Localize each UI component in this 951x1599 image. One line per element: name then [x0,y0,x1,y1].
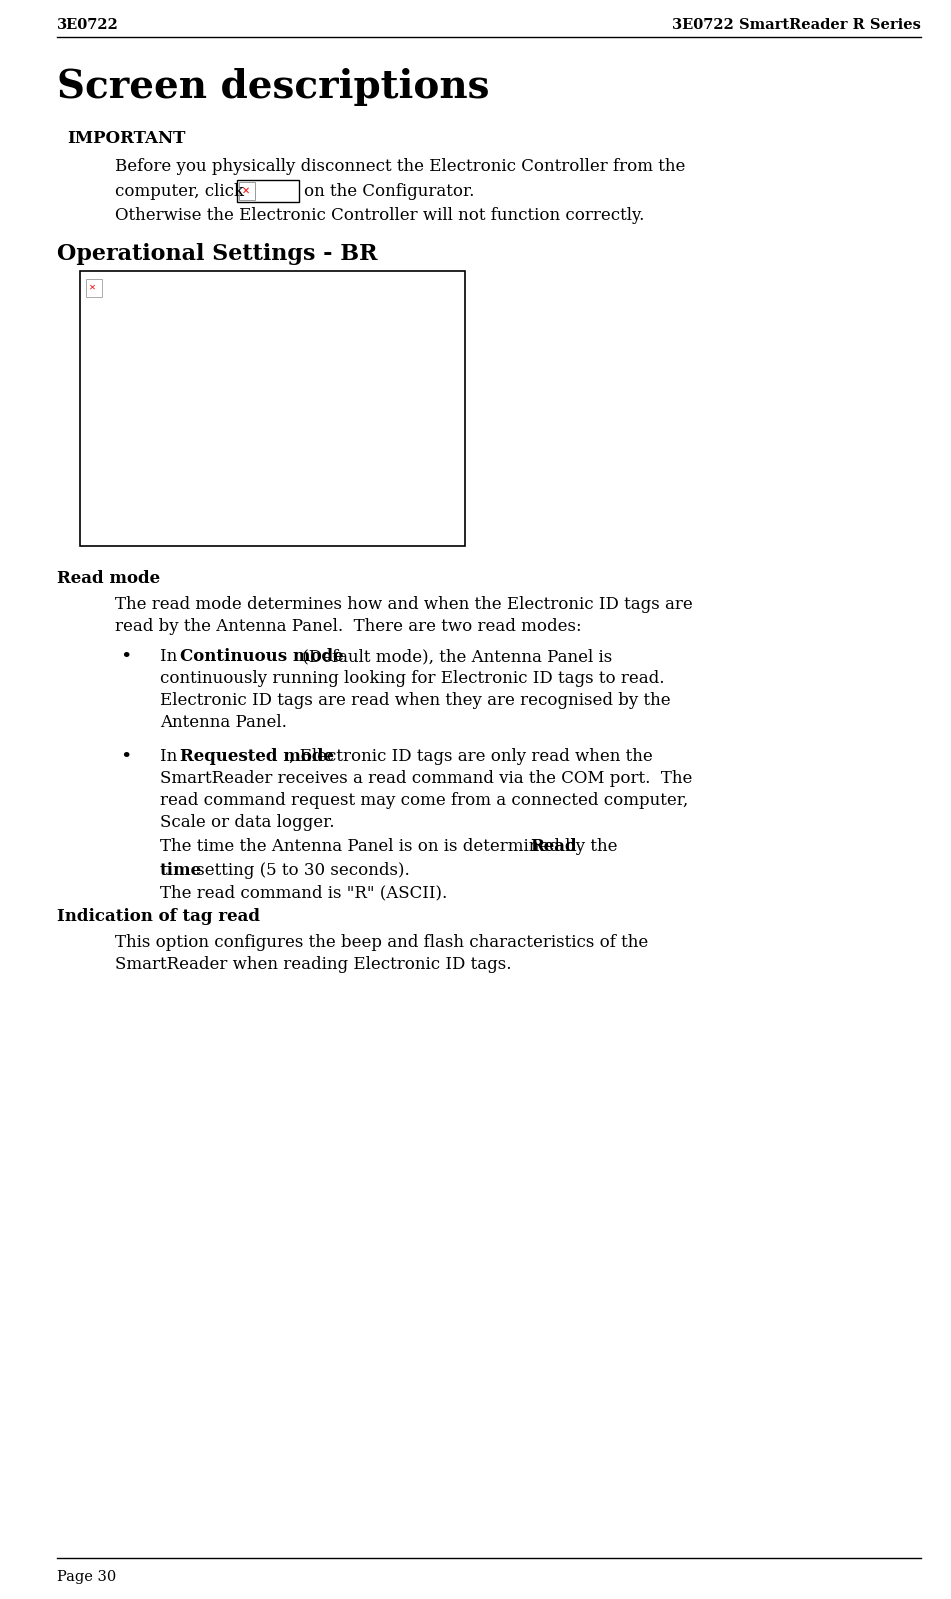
Text: (Default mode), the Antenna Panel is: (Default mode), the Antenna Panel is [297,648,612,665]
Text: This option configures the beep and flash characteristics of the: This option configures the beep and flas… [115,934,649,951]
Text: IMPORTANT: IMPORTANT [67,130,185,147]
Text: Electronic ID tags are read when they are recognised by the: Electronic ID tags are read when they ar… [160,692,670,708]
Bar [239,182,255,200]
Text: Read: Read [530,838,576,855]
Text: Indication of tag read: Indication of tag read [57,908,260,924]
Text: ✕: ✕ [89,283,96,293]
Text: time: time [160,862,203,879]
Text: Requested mode: Requested mode [180,748,334,764]
Text: 3E0722: 3E0722 [57,18,119,32]
Text: Scale or data logger.: Scale or data logger. [160,814,335,831]
Text: computer, click: computer, click [115,182,244,200]
Text: Continuous mode: Continuous mode [180,648,343,665]
Text: The time the Antenna Panel is on is determined by the: The time the Antenna Panel is on is dete… [160,838,623,855]
Text: continuously running looking for Electronic ID tags to read.: continuously running looking for Electro… [160,670,665,688]
Text: In: In [160,648,183,665]
Text: Before you physically disconnect the Electronic Controller from the: Before you physically disconnect the Ele… [115,158,686,174]
Text: on the Configurator.: on the Configurator. [304,182,475,200]
Text: The read mode determines how and when the Electronic ID tags are: The read mode determines how and when th… [115,596,692,612]
Bar [86,278,102,297]
Text: ✕: ✕ [242,185,250,197]
Text: Read mode: Read mode [57,569,160,587]
Bar [80,270,465,545]
Text: , Electronic ID tags are only read when the: , Electronic ID tags are only read when … [289,748,653,764]
Text: The read command is "R" (ASCII).: The read command is "R" (ASCII). [160,884,447,900]
Text: Operational Settings - BR: Operational Settings - BR [57,243,378,265]
Bar [237,181,299,201]
Text: 3E0722 SmartReader R Series: 3E0722 SmartReader R Series [672,18,921,32]
Text: Antenna Panel.: Antenna Panel. [160,715,287,731]
Text: read command request may come from a connected computer,: read command request may come from a con… [160,792,689,809]
Text: Page 30: Page 30 [57,1570,116,1585]
Text: SmartReader receives a read command via the COM port.  The: SmartReader receives a read command via … [160,771,692,787]
Text: read by the Antenna Panel.  There are two read modes:: read by the Antenna Panel. There are two… [115,617,582,635]
Text: Otherwise the Electronic Controller will not function correctly.: Otherwise the Electronic Controller will… [115,206,645,224]
Text: SmartReader when reading Electronic ID tags.: SmartReader when reading Electronic ID t… [115,956,512,974]
Text: setting (5 to 30 seconds).: setting (5 to 30 seconds). [191,862,410,879]
Text: •: • [120,748,131,766]
Text: In: In [160,748,183,764]
Text: •: • [120,648,131,667]
Text: Screen descriptions: Screen descriptions [57,69,490,106]
